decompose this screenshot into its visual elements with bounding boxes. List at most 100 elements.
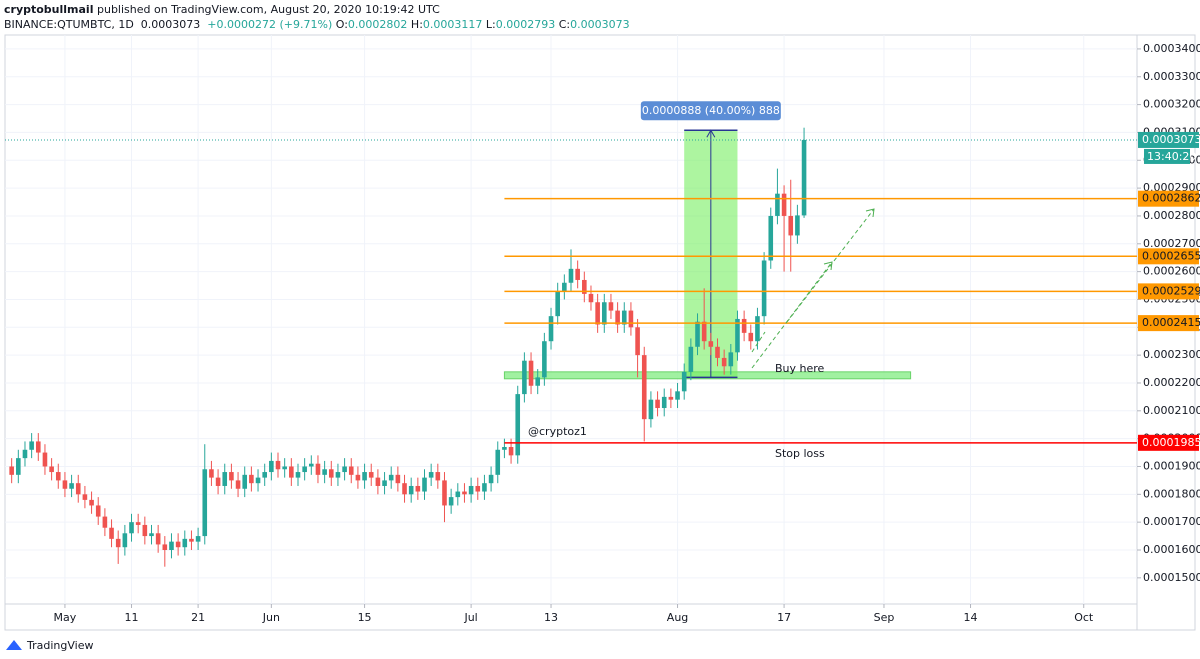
candle-body (681, 371, 687, 392)
candle-body (229, 472, 234, 481)
candle-body (688, 346, 694, 372)
candle-body (668, 396, 674, 400)
axis: 0.0001500 0.0001600 0.0001700 0.0001800 0.00… (54, 42, 1200, 624)
x-tick-label: 15 (358, 611, 372, 624)
annotation: Buy here (775, 362, 825, 375)
candle-body (775, 193, 780, 216)
candle-body (182, 538, 188, 548)
candle-body (741, 318, 747, 333)
candle-body (675, 391, 680, 400)
frame (4, 34, 1196, 631)
candle-body (695, 321, 700, 347)
measure-label: 0.0000888 (40.00%) 888 (642, 104, 780, 117)
candle-body (69, 483, 74, 489)
candle-body (89, 499, 94, 506)
candle-body (16, 458, 21, 475)
candle-body (195, 536, 201, 542)
candle-body (235, 480, 241, 489)
y-tick-label: 0.0002700 (1143, 237, 1200, 250)
candle-body (428, 472, 434, 478)
candle-body (508, 446, 514, 456)
annotation: @cryptoz1 (528, 425, 587, 438)
grid (5, 35, 1137, 604)
level-label-box (1138, 248, 1199, 265)
x-tick-label: May (54, 611, 77, 624)
candle-body (522, 360, 527, 395)
y-tick-label: 0.0001800 (1143, 487, 1200, 500)
x-tick-label: 11 (125, 611, 139, 624)
candle-body (142, 524, 148, 537)
candle-body (715, 346, 720, 358)
candle-body (648, 399, 654, 420)
countdown-box (1144, 148, 1190, 164)
candle-body (528, 360, 534, 386)
candle-body (342, 466, 347, 473)
candle-body (422, 477, 427, 492)
candle-body (255, 477, 261, 484)
candle-body (362, 472, 367, 481)
arrow-head (865, 208, 875, 218)
candle-body (328, 469, 334, 478)
candle-body (309, 463, 314, 467)
candle-body (701, 321, 707, 342)
candle-body (548, 316, 554, 342)
candle-body (755, 316, 760, 342)
candle-body (488, 474, 494, 484)
candle-body (42, 452, 48, 467)
arrows (751, 208, 875, 369)
trend-arrow (786, 208, 875, 323)
candle-body (661, 396, 667, 409)
candle-body (295, 472, 301, 478)
candle-body (582, 279, 587, 294)
candle-body (62, 480, 68, 489)
candle-body (721, 357, 727, 367)
candle-body (542, 341, 547, 378)
x-tick-label: 14 (964, 611, 978, 624)
ohlc-label: H: (410, 18, 423, 31)
candle-body (795, 215, 800, 236)
level-label: 0.0002529 (1142, 284, 1200, 297)
candle-body (162, 544, 168, 550)
y-tick-label: 0.0003400 (1143, 42, 1200, 55)
candle-body (9, 466, 14, 475)
candle-body (375, 477, 381, 486)
candle-body (595, 302, 600, 325)
candle-body (641, 355, 647, 420)
candle-body (322, 469, 327, 475)
published: published on TradingView.com, August 20,… (96, 3, 440, 16)
level-label-box (1138, 190, 1199, 207)
candle-body (355, 474, 361, 481)
y-tick-label: 0.0002100 (1143, 404, 1200, 417)
candle-body (169, 541, 174, 550)
candle-body (655, 399, 660, 409)
candle-body (269, 460, 274, 473)
candle-body (122, 533, 128, 548)
header: cryptobullmail published on TradingView.… (4, 2, 630, 32)
candle-body (482, 483, 487, 492)
header-line: BINANCE:QTUMBTC, 1D 0.0003073 +0.0000272… (4, 17, 630, 32)
ohlc-label: L: (485, 18, 496, 31)
y-tick-label: 0.0003300 (1143, 70, 1200, 83)
level-label-box (1138, 434, 1199, 451)
candle-body (495, 449, 501, 475)
x-tick-label: 13 (544, 611, 558, 624)
candle-body (348, 466, 354, 475)
candle-body (435, 472, 441, 481)
candle-body (388, 474, 394, 481)
candle-body (382, 480, 387, 486)
candle-body (768, 215, 774, 261)
y-tick-label: 0.0001700 (1143, 515, 1200, 528)
candle-body (635, 327, 640, 356)
x-tick-label: Oct (1074, 611, 1094, 624)
brand-name: TradingView (26, 639, 93, 652)
symbol: BINANCE:QTUMBTC, 1D (4, 18, 134, 31)
candle-body (708, 341, 714, 347)
candle-body (49, 466, 54, 473)
candle-body (249, 474, 254, 484)
arrow-head (823, 261, 833, 271)
y-tick-label: 0.0002800 (1143, 209, 1200, 222)
candle-body (55, 472, 61, 481)
candle-body (368, 472, 374, 478)
candle-body (282, 466, 287, 470)
